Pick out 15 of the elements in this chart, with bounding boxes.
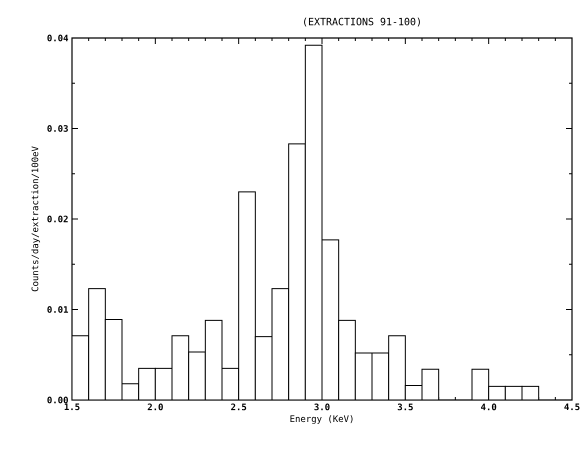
x-axis-title: Energy (KeV): [290, 415, 353, 424]
x-tick-label: 1.5: [64, 404, 80, 410]
y-tick-label: 0.00: [47, 396, 68, 404]
x-tick-label: 4.0: [481, 404, 496, 410]
x-tick-label: 2.5: [231, 404, 246, 410]
x-tick-label: 3.5: [398, 404, 413, 410]
y-tick-label: 0.02: [47, 216, 68, 222]
x-tick-label: 3.0: [314, 404, 330, 410]
y-tick-label: 0.04: [47, 34, 68, 42]
y-tick-label: 0.03: [47, 125, 68, 132]
x-tick-label: 4.5: [564, 404, 580, 410]
x-tick-label: 2.0: [148, 404, 163, 410]
chart-title: (EXTRACTIONS 91-100): [304, 18, 420, 26]
y-axis-title: Counts/day/extraction/100eV: [31, 146, 40, 292]
y-tick-label: 0.01: [47, 306, 68, 313]
